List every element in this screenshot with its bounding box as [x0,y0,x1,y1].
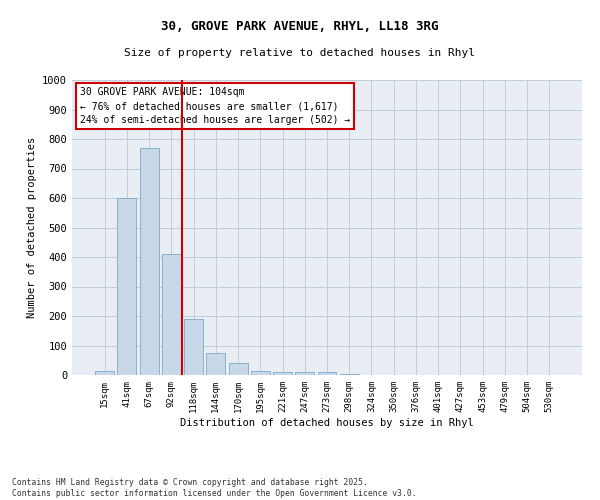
Text: Size of property relative to detached houses in Rhyl: Size of property relative to detached ho… [125,48,476,58]
Text: 30 GROVE PARK AVENUE: 104sqm
← 76% of detached houses are smaller (1,617)
24% of: 30 GROVE PARK AVENUE: 104sqm ← 76% of de… [80,88,350,126]
Bar [340,374,359,375]
Bar [295,372,314,375]
Text: 30, GROVE PARK AVENUE, RHYL, LL18 3RG: 30, GROVE PARK AVENUE, RHYL, LL18 3RG [161,20,439,33]
Bar [184,319,203,375]
Bar [229,363,248,375]
X-axis label: Distribution of detached houses by size in Rhyl: Distribution of detached houses by size … [180,418,474,428]
Bar [206,353,225,375]
Bar [273,372,292,375]
Y-axis label: Number of detached properties: Number of detached properties [26,137,37,318]
Bar [162,254,181,375]
Bar [118,198,136,375]
Bar [251,370,270,375]
Bar [95,370,114,375]
Bar [140,148,158,375]
Bar [317,372,337,375]
Text: Contains HM Land Registry data © Crown copyright and database right 2025.
Contai: Contains HM Land Registry data © Crown c… [12,478,416,498]
